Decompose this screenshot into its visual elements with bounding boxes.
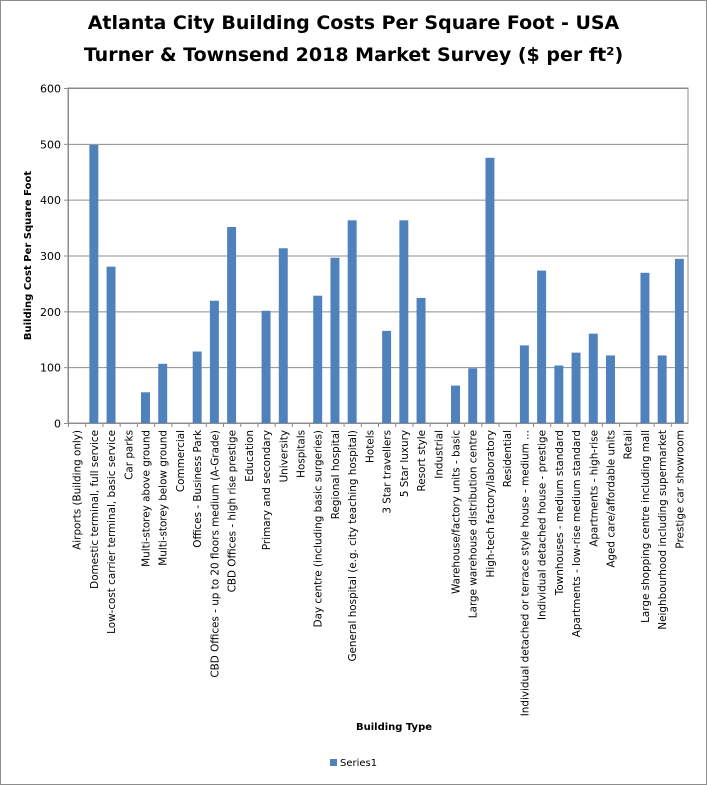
bar xyxy=(382,330,392,423)
legend-label: Series1 xyxy=(340,758,377,769)
bar xyxy=(674,258,684,423)
y-tick-label: 300 xyxy=(40,250,61,263)
x-tick-label: CBD Offices - up to 20 floors medium (A-… xyxy=(209,430,221,678)
bar xyxy=(141,392,150,423)
bar xyxy=(451,385,460,423)
bar xyxy=(106,266,116,423)
x-tick-label: Day centre (including basic surgeries) xyxy=(313,430,325,627)
x-tick-label: Apartments - high-rise xyxy=(588,430,600,547)
x-tick-label: Car parks xyxy=(123,430,135,480)
x-tick-label: Large shopping centre including mall xyxy=(640,430,652,623)
bar xyxy=(485,157,495,423)
x-tick-label: Domestic terminal, full service xyxy=(89,430,101,589)
x-tick-label: General hospital (e.g. city teaching hos… xyxy=(347,430,359,662)
x-tick-label: Individual detached or terrace style hou… xyxy=(519,430,531,716)
chart-subtitle: Turner & Townsend 2018 Market Survey ($ … xyxy=(83,44,624,66)
bar xyxy=(347,220,357,423)
y-tick-label: 0 xyxy=(54,418,61,431)
x-tick-label: Airports (Building only) xyxy=(72,430,84,550)
bar xyxy=(606,355,615,423)
bar xyxy=(640,272,650,423)
x-tick-label: Aged care/affordable units xyxy=(606,430,618,568)
x-tick-label: Commercial xyxy=(175,430,187,492)
x-tick-label: Resort style xyxy=(416,430,428,491)
x-tick-label: Townhouses - medium standard xyxy=(554,430,566,596)
x-tick-label: Primary and secondary xyxy=(261,430,273,550)
x-axis-title: Building Type xyxy=(356,722,432,733)
bar xyxy=(158,363,168,423)
bar xyxy=(313,295,323,423)
x-tick-label: Individual detached house - prestige xyxy=(537,430,549,620)
x-tick-label: High-tech factory/laboratory xyxy=(485,430,497,578)
x-tick-label: Regional hospital xyxy=(330,430,342,519)
y-tick-label: 400 xyxy=(40,194,61,207)
bar xyxy=(571,352,581,423)
x-tick-label: Neighbourhood including supermarket xyxy=(657,430,669,630)
bar xyxy=(657,355,667,423)
x-tick-label: CBD Offices - high rise prestige xyxy=(227,430,239,592)
bar xyxy=(554,365,564,423)
bar xyxy=(416,297,426,423)
y-tick-label: 100 xyxy=(40,362,61,375)
x-tick-label: Retail xyxy=(623,430,635,459)
bar xyxy=(227,227,237,423)
x-tick-label: Large warehouse distribution centre xyxy=(468,430,480,618)
y-tick-label: 500 xyxy=(40,138,61,151)
bar xyxy=(261,310,271,423)
x-tick-label: Residential xyxy=(502,430,514,487)
bar xyxy=(209,300,219,423)
bar xyxy=(89,144,99,423)
x-tick-label: Hospitals xyxy=(296,430,308,478)
y-tick-label: 600 xyxy=(40,83,61,96)
y-tick-label: 200 xyxy=(40,306,61,319)
x-tick-label: Multi-storey below ground xyxy=(158,430,170,566)
legend-swatch xyxy=(330,759,337,766)
bar xyxy=(588,333,598,423)
x-tick-label: Apartments - low-rise medium standard xyxy=(571,430,583,637)
x-tick-label: 3 Star travellers xyxy=(382,430,394,514)
bar xyxy=(192,351,202,423)
x-tick-label: Warehouse/factory units - basic xyxy=(451,430,463,594)
bar xyxy=(468,368,478,423)
bar xyxy=(278,248,288,423)
x-tick-label: Offices - Business Park xyxy=(192,430,204,548)
bar xyxy=(399,220,409,423)
x-tick-label: 5 Star luxury xyxy=(399,430,411,497)
x-tick-label: Industrial xyxy=(433,430,445,479)
x-tick-label: Low-cost carrier terminal, basic service xyxy=(106,430,118,634)
bar xyxy=(537,270,547,423)
bar xyxy=(519,345,529,423)
bar xyxy=(330,257,340,423)
x-tick-label: Multi-storey above ground xyxy=(141,430,153,567)
x-tick-label: Education xyxy=(244,430,256,482)
x-tick-label: Hotels xyxy=(364,430,376,463)
y-axis-title: Building Cost Per Square Foot xyxy=(23,171,34,340)
x-tick-label: Prestige car showroom xyxy=(674,430,686,549)
chart-title: Atlanta City Building Costs Per Square F… xyxy=(87,12,620,34)
x-tick-label: University xyxy=(278,430,290,482)
